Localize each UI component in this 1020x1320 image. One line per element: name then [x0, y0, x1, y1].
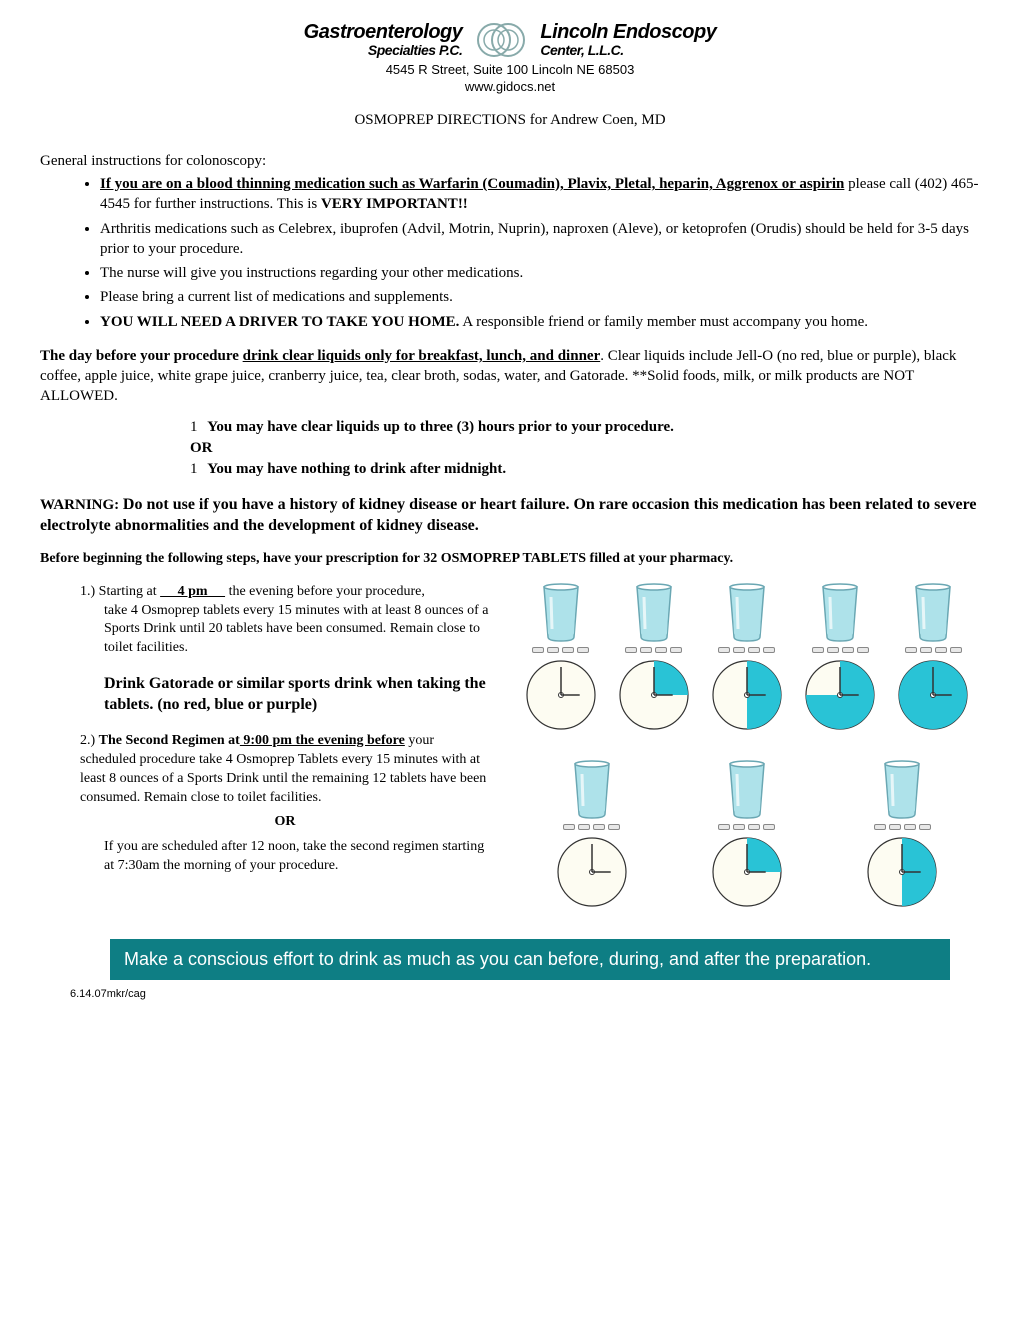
footer-code: 6.14.07mkr/cag: [70, 988, 980, 1000]
step-1-post: the evening before your procedure,: [225, 584, 425, 599]
list-item: YOU WILL NEED A DRIVER TO TAKE YOU HOME.…: [100, 312, 980, 332]
clock-icon: [711, 659, 783, 736]
clock-icon: [618, 659, 690, 736]
step-2-pre: 2.): [80, 733, 99, 748]
dose-column: [812, 583, 869, 653]
step-2-bold: The Second Regimen at: [99, 733, 240, 748]
letterhead: Gastroenterology Specialties P.C. Lincol…: [40, 20, 980, 94]
clock-icon: [525, 659, 597, 736]
clock-icon: [556, 836, 628, 913]
list-item: The nurse will give you instructions reg…: [100, 263, 980, 283]
logo-left: Gastroenterology Specialties P.C.: [304, 22, 463, 58]
opt-1: You may have clear liquids up to three (…: [207, 419, 674, 435]
hydration-banner: Make a conscious effort to drink as much…: [110, 939, 950, 980]
org-left-name: Gastroenterology: [304, 22, 463, 43]
liquid-options: 1 You may have clear liquids up to three…: [190, 417, 980, 480]
glass-row: [514, 760, 980, 830]
opt-2: You may have nothing to drink after midn…: [207, 461, 506, 477]
list-item: If you are on a blood thinning medicatio…: [100, 174, 980, 215]
clock-icon: [804, 659, 876, 736]
warning-lead: WARNING:: [40, 497, 123, 513]
step-1-body: take 4 Osmoprep tablets every 15 minutes…: [104, 602, 490, 659]
bullet-1-tail: VERY IMPORTANT!!: [321, 196, 468, 212]
step-2-ub: 9:00 pm the evening before: [240, 733, 405, 748]
clock-row: [514, 836, 980, 913]
instruction-list: If you are on a blood thinning medicatio…: [40, 174, 980, 332]
dose-column: [532, 583, 589, 653]
bullet-5-lead: YOU WILL NEED A DRIVER TO TAKE YOU HOME.: [100, 314, 459, 330]
opt-num: 1: [190, 459, 204, 480]
logo-right: Lincoln Endoscopy Center, L.L.C.: [540, 22, 716, 58]
dose-column: [625, 583, 682, 653]
step-1-pre: 1.) Starting at: [80, 584, 160, 599]
step-1-time: 4 pm: [160, 584, 225, 599]
clock-icon: [897, 659, 969, 736]
rings-icon: [466, 20, 536, 60]
steps-or: OR: [80, 813, 490, 832]
bullet-1-lead: If you are on a blood thinning medicatio…: [100, 176, 844, 192]
dose-column: [905, 583, 962, 653]
day-before-underline: drink clear liquids only for breakfast, …: [243, 348, 601, 364]
sports-drink-note: Drink Gatorade or similar sports drink w…: [104, 674, 490, 716]
steps-row: 1.) Starting at 4 pm the evening before …: [40, 583, 980, 919]
website: www.gidocs.net: [40, 79, 980, 94]
bullet-5-tail: A responsible friend or family member mu…: [459, 314, 868, 330]
day-before-para: The day before your procedure drink clea…: [40, 346, 980, 407]
list-item: Arthritis medications such as Celebrex, …: [100, 219, 980, 260]
step-2: 2.) The Second Regimen at 9:00 pm the ev…: [80, 732, 490, 808]
org-right-sub: Center, L.L.C.: [540, 43, 716, 58]
org-left-sub: Specialties P.C.: [304, 43, 463, 58]
step-1: 1.) Starting at 4 pm the evening before …: [80, 583, 490, 659]
dose-column: [563, 760, 620, 830]
org-right-name: Lincoln Endoscopy: [540, 22, 716, 43]
step-alt: If you are scheduled after 12 noon, take…: [104, 838, 490, 876]
dose-column: [718, 760, 775, 830]
warning-body: Do not use if you have a history of kidn…: [40, 496, 977, 535]
clock-icon: [866, 836, 938, 913]
page-title: OSMOPREP DIRECTIONS for Andrew Coen, MD: [40, 112, 980, 129]
list-item: Please bring a current list of medicatio…: [100, 287, 980, 307]
steps-text: 1.) Starting at 4 pm the evening before …: [80, 583, 490, 876]
clock-icon: [711, 836, 783, 913]
day-before-lead: The day before your procedure: [40, 348, 243, 364]
dose-column: [874, 760, 931, 830]
address: 4545 R Street, Suite 100 Lincoln NE 6850…: [40, 62, 980, 77]
warning-block: WARNING: Do not use if you have a histor…: [40, 494, 980, 537]
opt-num: 1: [190, 417, 204, 438]
dose-column: [718, 583, 775, 653]
clock-row: [514, 659, 980, 736]
dosing-diagram: [514, 583, 980, 919]
logo-row: Gastroenterology Specialties P.C. Lincol…: [40, 20, 980, 60]
prescription-note: Before beginning the following steps, ha…: [40, 551, 980, 567]
glass-row: [514, 583, 980, 653]
general-heading: General instructions for colonoscopy:: [40, 153, 980, 170]
opt-or: OR: [190, 438, 980, 459]
